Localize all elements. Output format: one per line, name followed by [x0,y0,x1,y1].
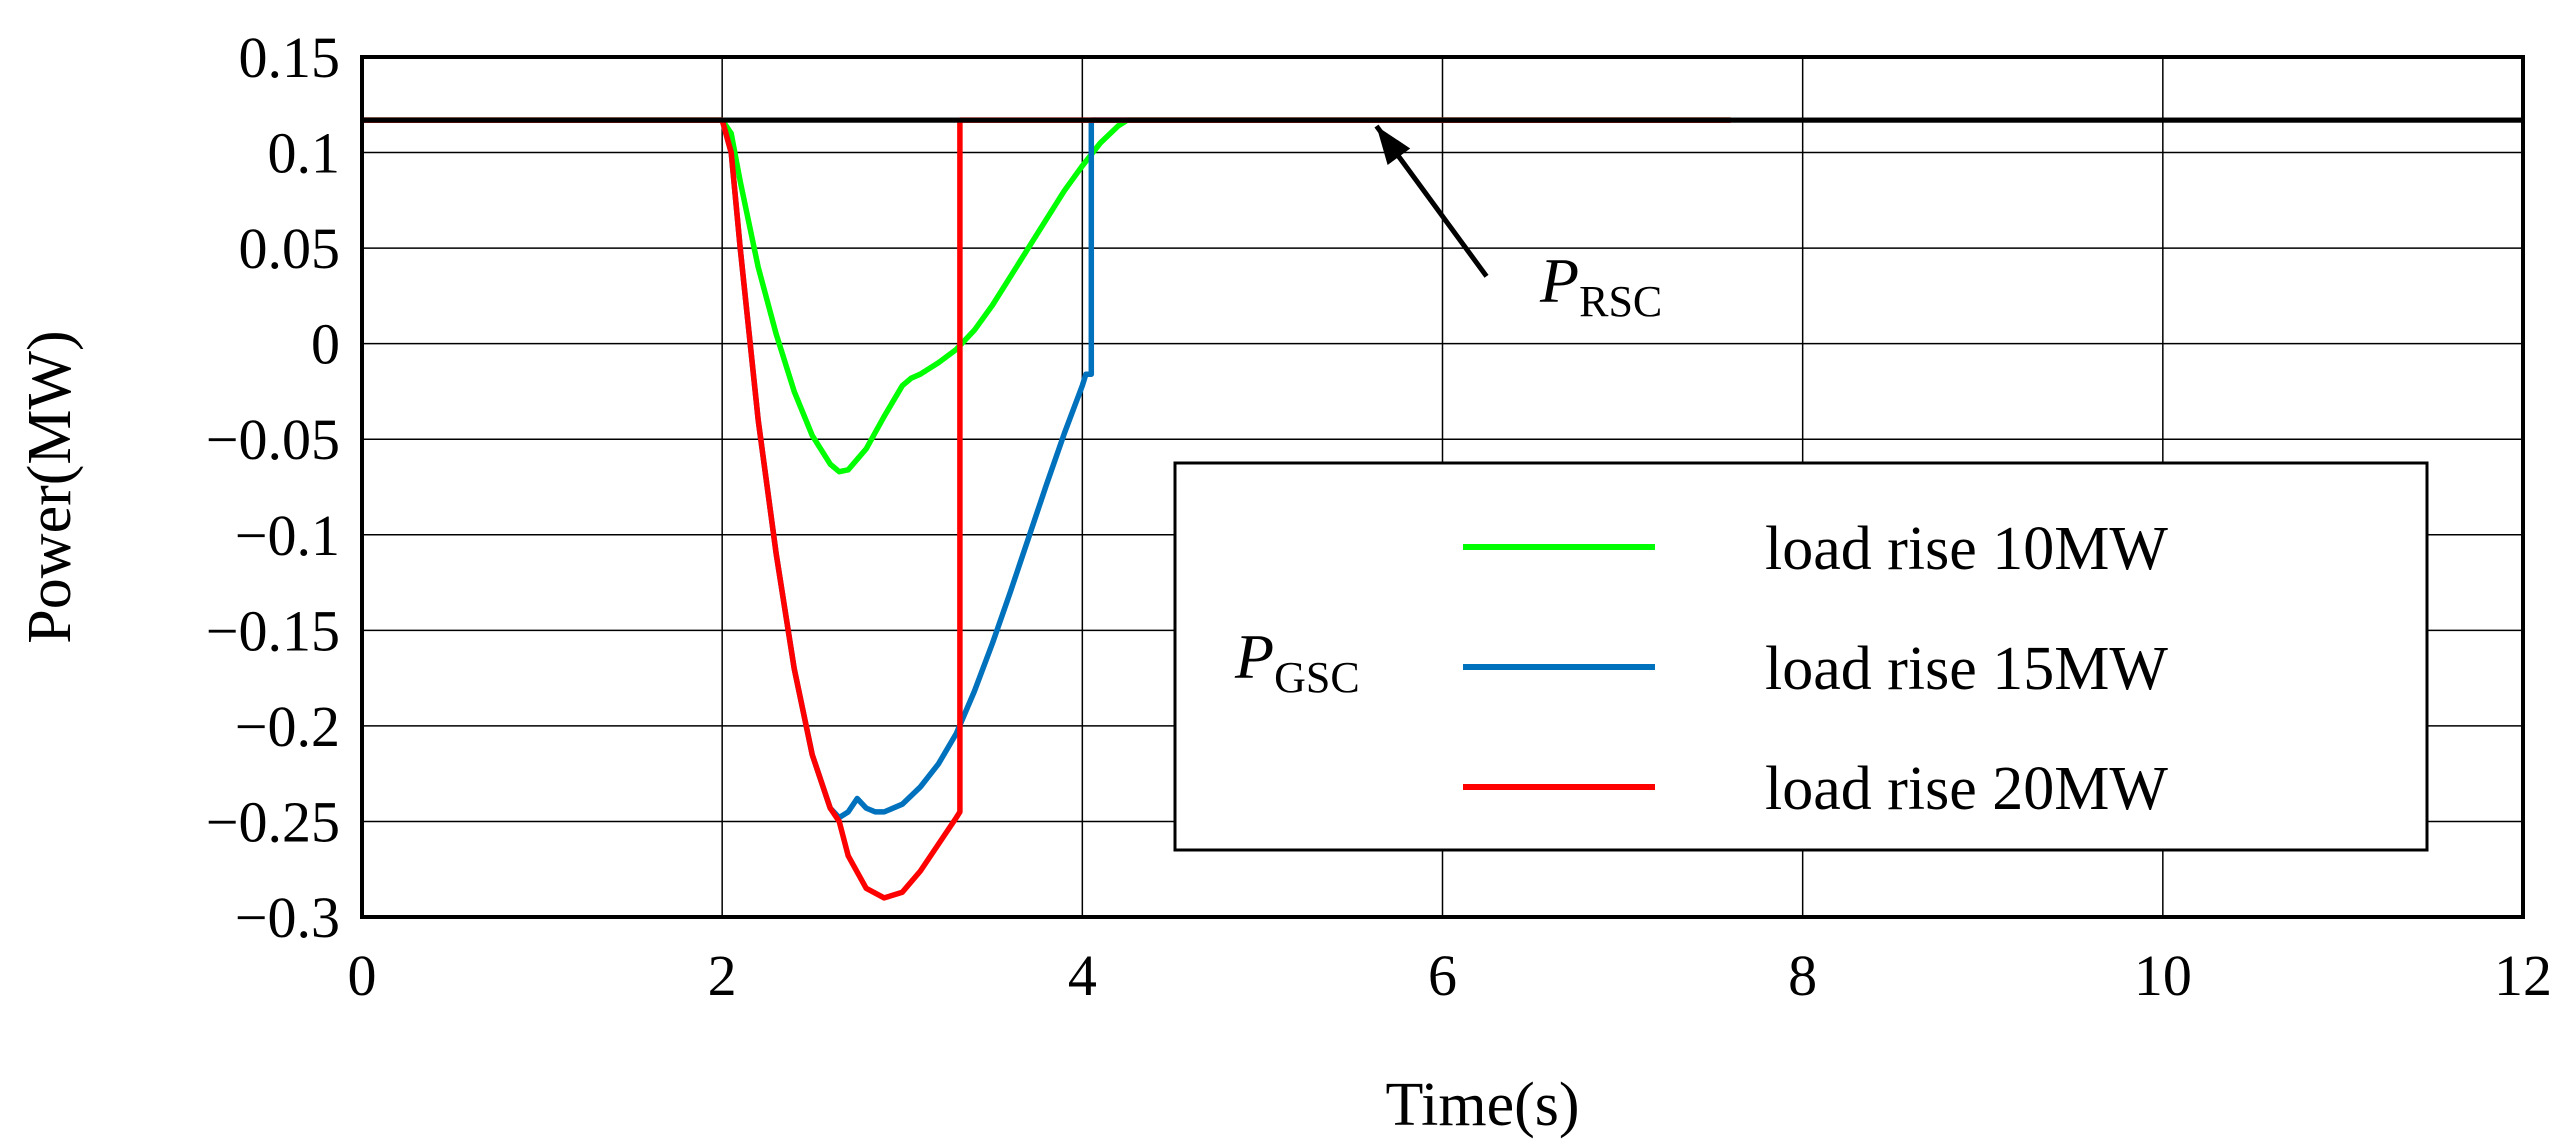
y-tick-label: 0.1 [268,121,341,186]
x-tick-label: 2 [708,943,737,1008]
x-tick-label: 4 [1068,943,1097,1008]
legend-label: load rise 15MW [1765,635,2168,703]
legend-label: load rise 20MW [1765,755,2168,823]
annotation-arrowhead [1376,126,1411,165]
legend-items: load rise 10MW load rise 15MW load rise 20… [1463,515,2168,823]
x-tick-labels: 0 2 4 6 8 10 12 [348,943,2553,1008]
x-tick-label: 8 [1788,943,1817,1008]
legend-title: PGSC [1234,621,1360,702]
y-tick-labels: 0.15 0.1 0.05 0 −0.05 −0.1 −0.15 −0.2 −0.25 −0.3 [206,25,340,950]
y-tick-label: 0 [311,312,340,377]
y-tick-label: −0.15 [206,598,340,663]
y-axis-label: Power(MW) [16,330,84,643]
y-tick-label: −0.1 [235,503,340,568]
legend-title-main: P [1234,621,1274,692]
legend-label: load rise 10MW [1765,515,2168,583]
annotation-prsc: PRSC [1374,124,1662,326]
y-tick-label: −0.25 [206,789,340,854]
series-line-load-rise-20mw [362,117,1731,901]
legend-title-sub: GSC [1274,653,1360,702]
x-axis-label: Time(s) [1385,1071,1579,1139]
legend-box [1173,461,2429,852]
plot-frame [360,55,2525,919]
series-line-load-rise-10mw [362,117,1731,475]
legend-item: load rise 20MW [1463,755,2168,823]
legend-item: load rise 10MW [1463,515,2168,583]
x-tick-label: 12 [2494,943,2552,1008]
x-tick-label: 6 [1428,943,1457,1008]
y-tick-label: −0.05 [206,407,340,472]
x-tick-label: 10 [2134,943,2192,1008]
y-tick-label: 0.05 [239,216,341,281]
legend-item: load rise 15MW [1463,635,2168,703]
series-layer [362,117,2523,901]
annotation-label: PRSC [1539,245,1662,326]
annotation-label-sub: RSC [1579,277,1662,326]
y-tick-label: −0.3 [235,885,340,950]
x-tick-label: 0 [348,943,377,1008]
annotation-label-main: P [1539,245,1579,316]
y-tick-label: 0.15 [239,25,341,90]
y-tick-label: −0.2 [235,694,340,759]
